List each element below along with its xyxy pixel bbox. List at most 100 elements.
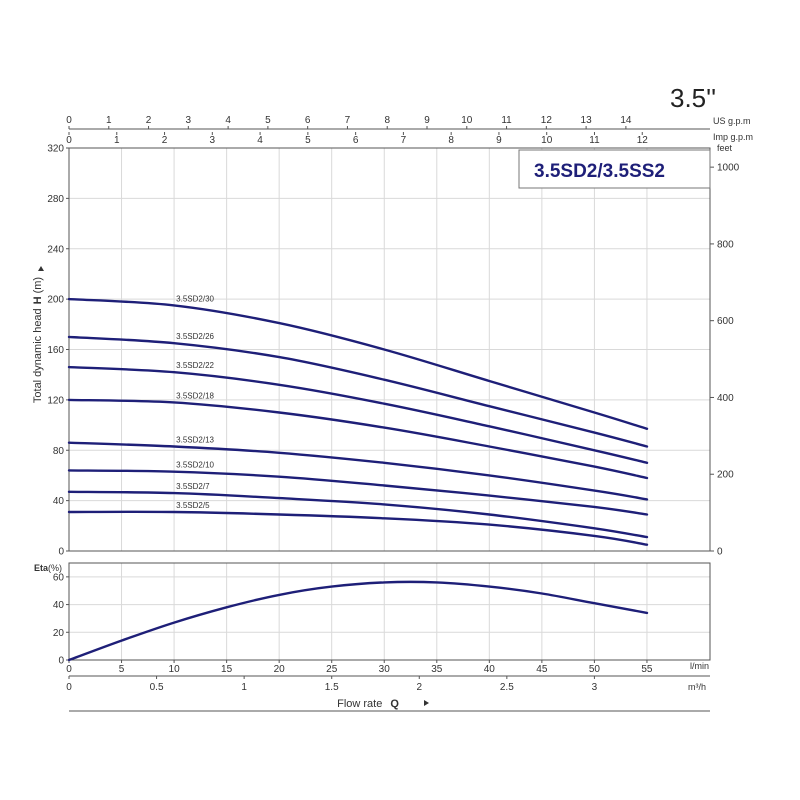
us-gpm-unit-label: US g.p.m — [713, 116, 751, 126]
imp-gpm-tick-label: 10 — [541, 135, 553, 146]
feet-tick-label: 400 — [717, 393, 734, 404]
imp-gpm-tick-label: 7 — [401, 135, 407, 146]
curve-label-3-5sd2-22: 3.5SD2/22 — [176, 361, 214, 370]
efficiency-curve — [67, 580, 649, 662]
head-curve-3-5sd2-13 — [67, 441, 649, 501]
us-gpm-tick-label: 1 — [106, 115, 112, 126]
model-title: 3.5SD2/3.5SS2 — [534, 161, 665, 182]
curve-label-3-5sd2-7: 3.5SD2/7 — [176, 482, 210, 491]
head-tick-label: 0 — [58, 547, 64, 558]
flow-rate-arrow — [424, 700, 429, 706]
head-plot-frame — [68, 147, 711, 552]
imp-gpm-tick-label: 8 — [448, 135, 454, 146]
us-gpm-tick-label: 12 — [541, 115, 553, 126]
head-tick-label: 280 — [47, 194, 64, 205]
lpm-tick-label: 55 — [641, 664, 653, 675]
imp-gpm-tick-label: 4 — [257, 135, 263, 146]
eta-tick-label: 60 — [53, 572, 65, 583]
us-gpm-tick-label: 14 — [620, 115, 632, 126]
lpm-tick-label: 45 — [536, 664, 548, 675]
us-gpm-tick-label: 0 — [66, 115, 72, 126]
curves — [67, 297, 649, 662]
lpm-tick-label: 10 — [169, 664, 181, 675]
model-title-box — [518, 149, 711, 189]
us-gpm-tick-label: 2 — [146, 115, 152, 126]
us-gpm-tick-label: 6 — [305, 115, 311, 126]
head-tick-label: 160 — [47, 345, 64, 356]
curve-label-3-5sd2-26: 3.5SD2/26 — [176, 332, 214, 341]
lpm-unit-label: l/min — [690, 661, 709, 671]
eta-plot-frame — [68, 562, 711, 661]
m3h-tick-label: 2 — [416, 682, 422, 693]
feet-tick-label: 800 — [717, 239, 734, 250]
us-gpm-tick-label: 8 — [384, 115, 390, 126]
imp-gpm-tick-label: 3 — [210, 135, 216, 146]
us-gpm-tick-label: 7 — [345, 115, 351, 126]
head-axis-title: Total dynamic head H (m) — [32, 277, 44, 403]
m3h-tick-label: 2.5 — [500, 682, 514, 693]
lpm-tick-label: 30 — [379, 664, 391, 675]
head-tick-label: 320 — [47, 144, 64, 155]
eta-axis-label: Eta — [34, 563, 49, 573]
flow-rate-title: Flow rate Q — [337, 698, 399, 710]
eta-tick-label: 20 — [53, 628, 65, 639]
curve-label-3-5sd2-13: 3.5SD2/13 — [176, 435, 214, 444]
us-gpm-tick-label: 5 — [265, 115, 271, 126]
lpm-tick-label: 25 — [326, 664, 338, 675]
lpm-tick-label: 20 — [274, 664, 286, 675]
m3h-tick-label: 1 — [241, 682, 247, 693]
chart-frames — [66, 126, 714, 712]
feet-unit-label: feet — [717, 143, 733, 153]
curve-label-3-5sd2-5: 3.5SD2/5 — [176, 501, 210, 510]
head-tick-label: 80 — [53, 446, 65, 457]
imp-gpm-tick-label: 1 — [114, 135, 120, 146]
curve-label-3-5sd2-10: 3.5SD2/10 — [176, 461, 214, 470]
m3h-tick-label: 3 — [592, 682, 598, 693]
lpm-tick-label: 0 — [66, 664, 72, 675]
imp-gpm-tick-label: 11 — [589, 135, 600, 146]
us-gpm-tick-label: 11 — [501, 115, 512, 126]
head-tick-label: 240 — [47, 244, 64, 255]
lpm-tick-label: 5 — [119, 664, 125, 675]
lpm-tick-label: 15 — [221, 664, 233, 675]
us-gpm-tick-label: 4 — [225, 115, 231, 126]
head-axis-symbol: H — [32, 296, 44, 304]
imp-gpm-tick-label: 6 — [353, 135, 359, 146]
eta-axis-title: Eta(%) — [34, 563, 62, 573]
eta-tick-label: 40 — [53, 600, 65, 611]
feet-tick-label: 600 — [717, 316, 734, 327]
imp-gpm-tick-label: 9 — [496, 135, 502, 146]
head-axis-unit: (m) — [32, 277, 44, 294]
head-curve-3-5sd2-26 — [67, 335, 649, 448]
head-axis-arrow — [38, 266, 44, 271]
feet-tick-label: 1000 — [717, 163, 740, 174]
m3h-unit-label: m³/h — [688, 682, 706, 692]
curve-label-3-5sd2-18: 3.5SD2/18 — [176, 391, 214, 400]
eta-axis-unit: (%) — [48, 563, 62, 573]
lpm-tick-label: 40 — [484, 664, 496, 675]
lpm-tick-label: 35 — [431, 664, 443, 675]
head-curve-3-5sd2-5 — [67, 510, 649, 546]
size-title: 3.5'' — [670, 83, 716, 113]
us-gpm-tick-label: 10 — [461, 115, 473, 126]
imp-gpm-unit-label: Imp g.p.m — [713, 132, 753, 142]
us-gpm-tick-label: 9 — [424, 115, 430, 126]
eta-tick-label: 0 — [58, 656, 64, 667]
head-curve-3-5sd2-10 — [67, 469, 649, 516]
m3h-tick-label: 0.5 — [150, 682, 164, 693]
imp-gpm-tick-label: 2 — [162, 135, 168, 146]
labels: 0408012016020024028032002040600200400600… — [32, 115, 753, 710]
us-gpm-tick-label: 13 — [581, 115, 593, 126]
lpm-tick-label: 50 — [589, 664, 601, 675]
imp-gpm-tick-label: 5 — [305, 135, 311, 146]
imp-gpm-tick-label: 0 — [66, 135, 72, 146]
head-tick-label: 120 — [47, 395, 64, 406]
m3h-tick-label: 0 — [66, 682, 72, 693]
imp-gpm-tick-label: 12 — [637, 135, 649, 146]
head-curve-3-5sd2-18 — [67, 398, 649, 480]
head-tick-label: 200 — [47, 295, 64, 306]
head-curve-3-5sd2-30 — [67, 297, 649, 430]
head-curve-3-5sd2-22 — [67, 365, 649, 464]
head-curve-3-5sd2-7 — [67, 490, 649, 539]
